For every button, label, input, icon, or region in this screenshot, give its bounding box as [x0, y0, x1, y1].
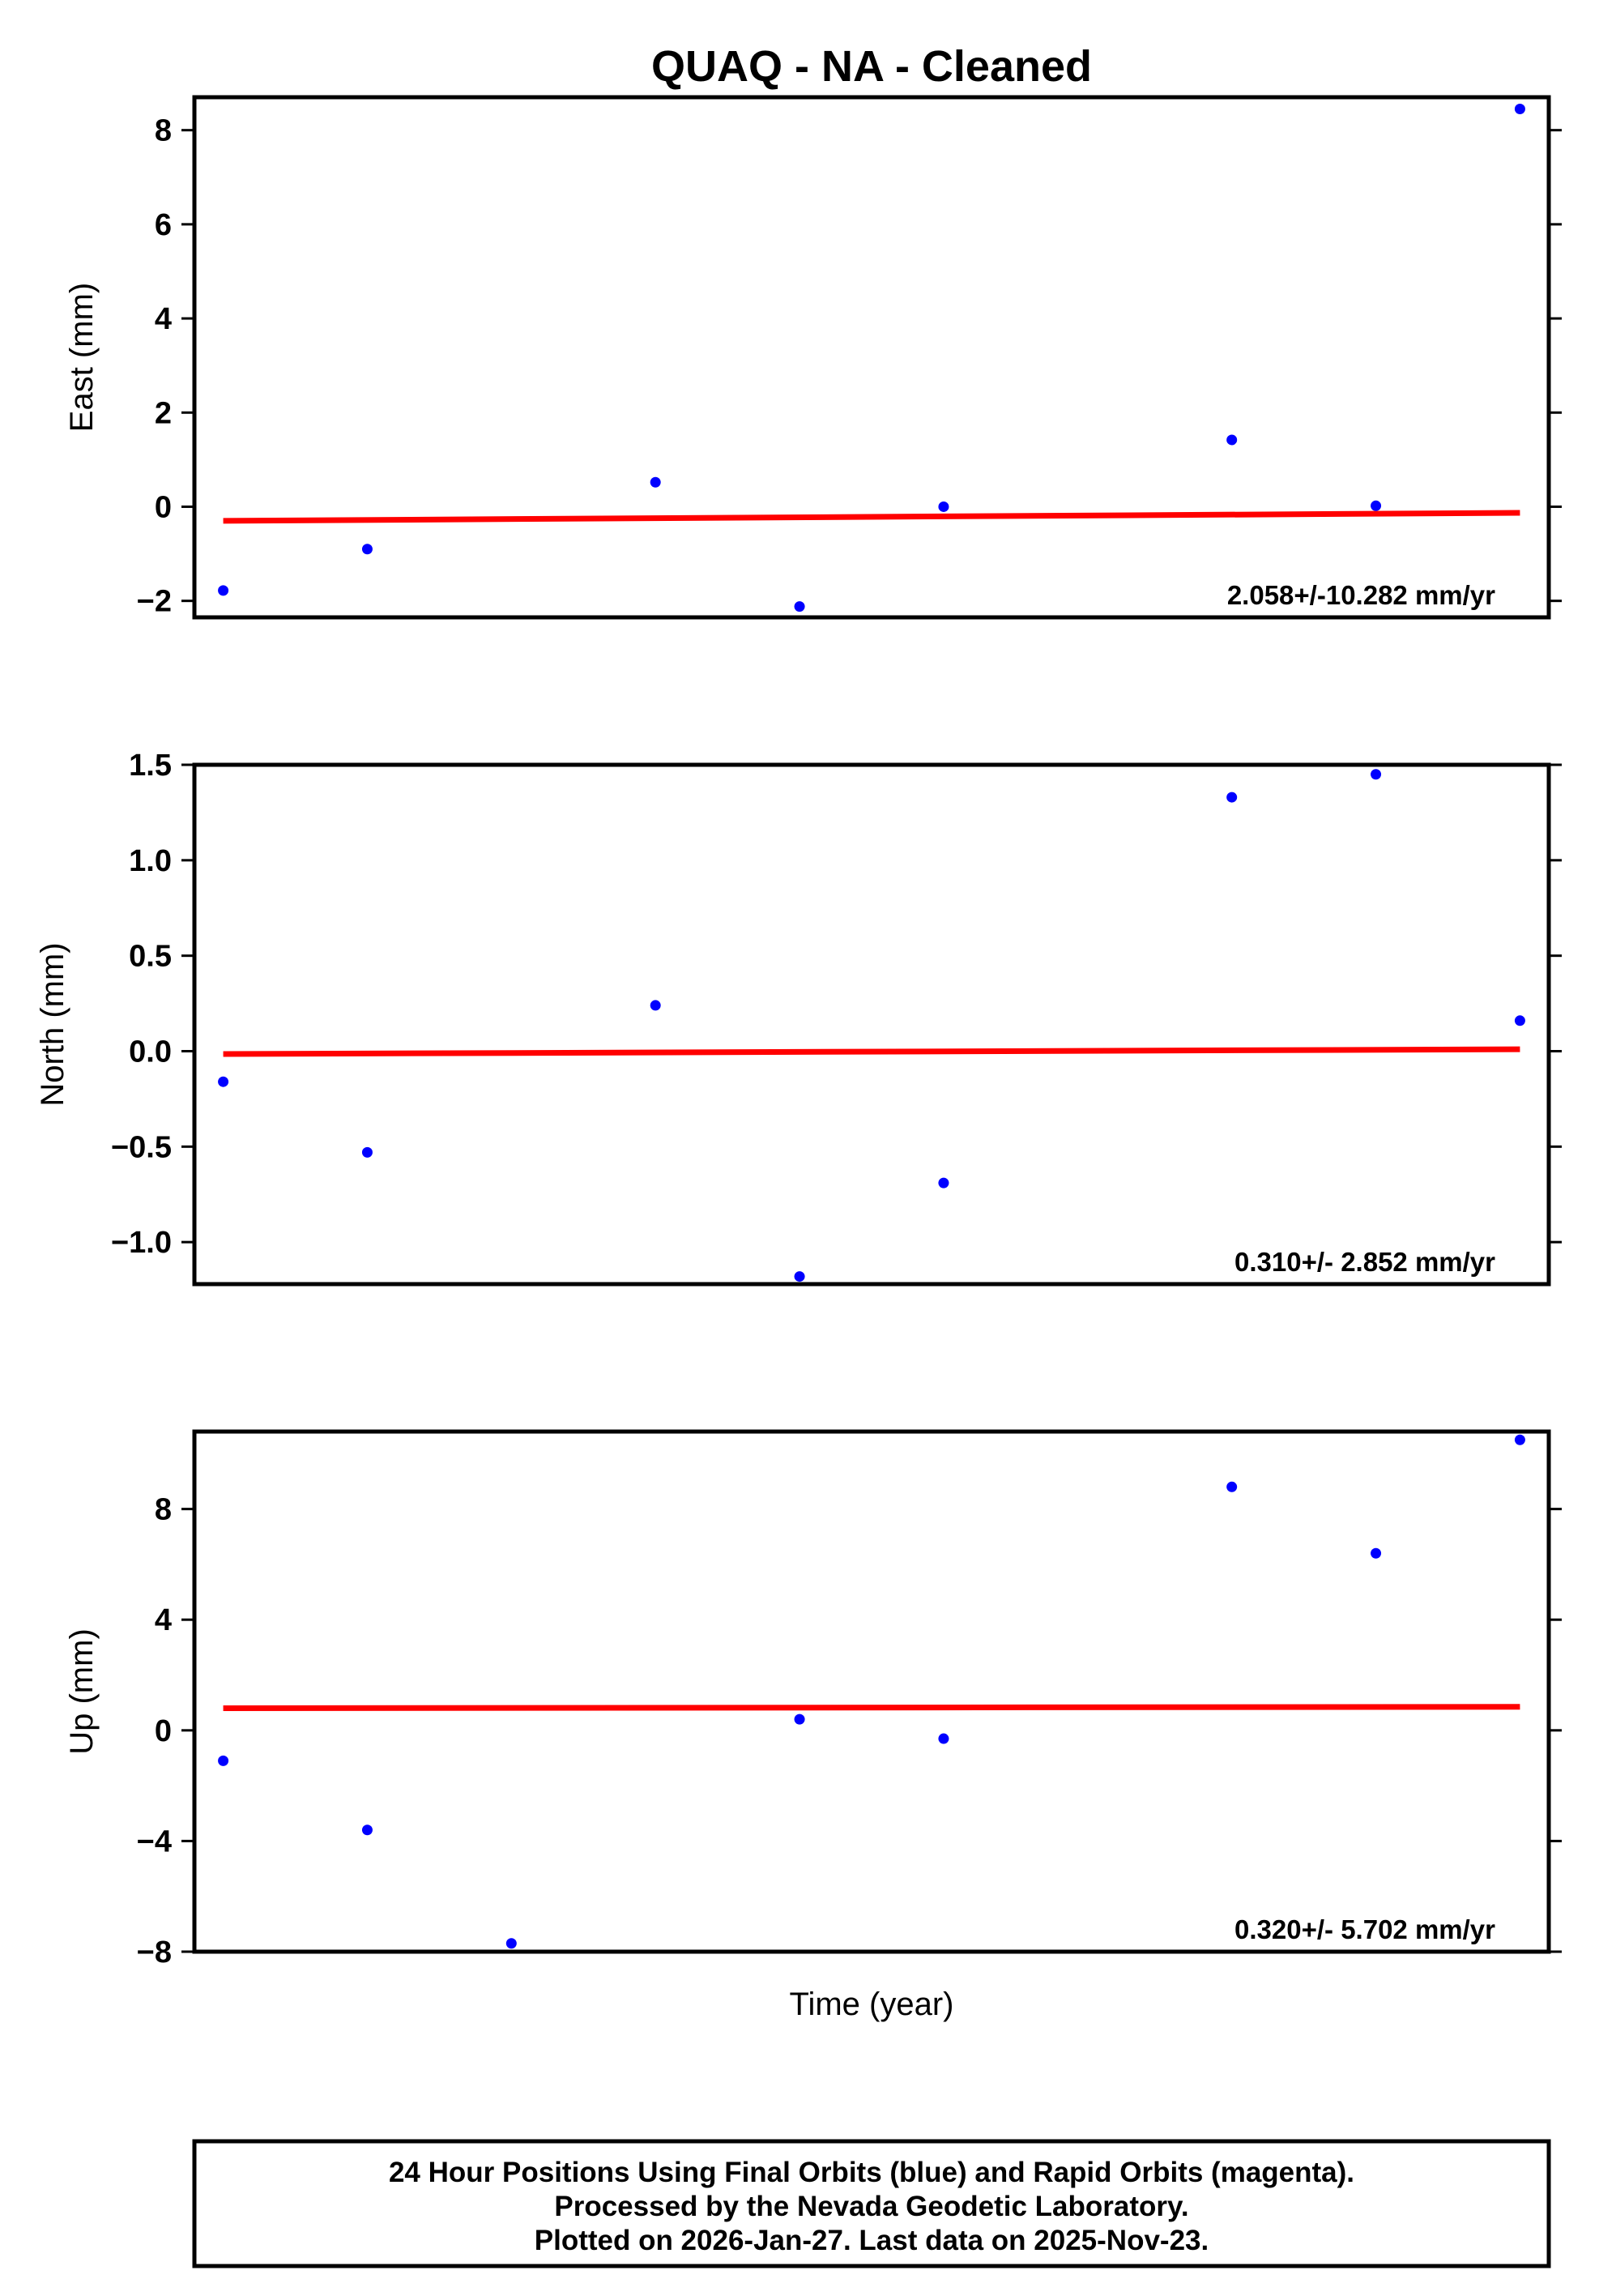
east-data-point [1226, 434, 1238, 446]
footer-box [192, 2139, 1551, 2268]
up-y-tick-label: 0 [155, 1714, 172, 1748]
north-data-point [1514, 1015, 1525, 1026]
up-data-point [1514, 1434, 1525, 1445]
up-y-tick-label: −4 [137, 1824, 172, 1859]
up-data-point [361, 1824, 373, 1836]
north-y-tick-label: 1.0 [129, 844, 172, 878]
north-trend-line [223, 1046, 1520, 1057]
east-y-tick-label: −2 [137, 585, 172, 619]
up-data-point [1371, 1547, 1382, 1559]
east-data-point [650, 476, 661, 488]
up-panel: −8 −4 0 4 8 Up (mm) 0.320+/- 5.702 mm/yr [64, 1429, 1562, 1970]
east-data-point [1371, 500, 1382, 511]
east-y-tick-label: 0 [155, 490, 172, 524]
north-y-tick-label: −0.5 [111, 1130, 172, 1164]
north-data-point [218, 1076, 229, 1087]
north-y-tick-label: 0.0 [129, 1035, 172, 1069]
east-y-axis-label: East (mm) [64, 283, 100, 432]
up-data-point [1226, 1481, 1238, 1492]
north-data-point [1226, 792, 1238, 803]
north-data-point [1371, 769, 1382, 780]
up-rate-label: 0.320+/- 5.702 mm/yr [1234, 1914, 1495, 1944]
north-data-point [938, 1177, 949, 1189]
up-data-point [938, 1733, 949, 1744]
north-plot-frame [192, 762, 1551, 1287]
east-data-point [1514, 104, 1525, 115]
east-y-tick-label: 6 [155, 208, 172, 242]
north-y-tick-label: −1.0 [111, 1226, 172, 1260]
north-data-point [650, 1000, 661, 1011]
up-data-point [794, 1713, 805, 1725]
east-y-tick-label: 8 [155, 114, 172, 148]
up-y-axis-label: Up (mm) [64, 1628, 100, 1755]
up-plot-frame [192, 1429, 1551, 1954]
north-y-axis-label: North (mm) [35, 942, 70, 1106]
up-y-tick-label: 8 [155, 1493, 172, 1527]
footer-line-3: Plotted on 2026-Jan-27. Last data on 202… [535, 2225, 1209, 2256]
footer-line-2: Processed by the Nevada Geodetic Laborat… [554, 2191, 1188, 2222]
north-rate-label: 0.310+/- 2.852 mm/yr [1234, 1247, 1495, 1277]
east-data-point [794, 601, 805, 612]
east-data-point [361, 544, 373, 555]
up-y-tick-label: 4 [155, 1603, 172, 1637]
east-rate-label: 2.058+/-10.282 mm/yr [1227, 580, 1495, 610]
east-data-point [218, 585, 229, 596]
footer-line-1: 24 Hour Positions Using Final Orbits (bl… [389, 2157, 1354, 2188]
x-axis-label: Time (year) [790, 1987, 954, 2022]
north-y-tick-label: 1.5 [129, 749, 172, 783]
east-panel: −2 0 2 4 6 8 East (mm) 2.058+/-10.282 mm/yr [64, 95, 1562, 620]
north-data-point [361, 1146, 373, 1158]
up-data-point [505, 1938, 517, 1949]
north-data-point [794, 1271, 805, 1282]
figure-title: QUAQ - NA - Cleaned [651, 42, 1092, 91]
east-y-tick-label: 4 [155, 302, 172, 336]
east-y-tick-label: 2 [155, 396, 172, 430]
up-trend-line [223, 1704, 1520, 1711]
north-y-tick-label: 0.5 [129, 940, 172, 974]
up-y-tick-label: −8 [137, 1935, 172, 1970]
east-plot-frame [192, 95, 1551, 620]
up-data-point [218, 1755, 229, 1766]
east-trend-line [223, 510, 1520, 524]
north-panel: −1.0 −0.5 0.0 0.5 1.0 1.5 North (mm) 0.310+/- 2… [35, 749, 1562, 1287]
east-data-point [938, 501, 949, 512]
